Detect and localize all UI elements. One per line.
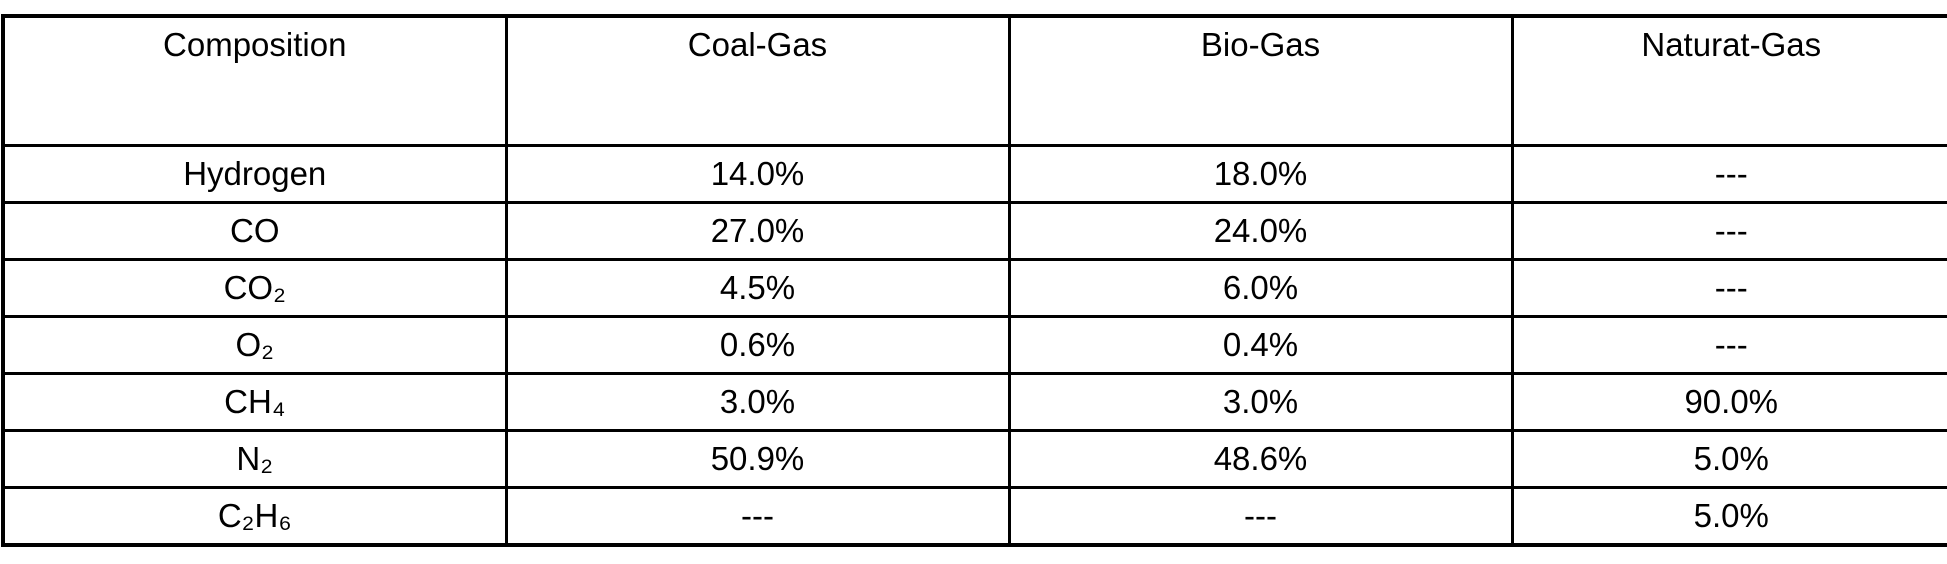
cell-naturat-gas: --- [1510,201,1947,261]
cell-coal-gas: 27.0% [504,201,1011,261]
cell-bio-gas: 48.6% [1007,429,1514,489]
table-row-c2h6: C₂H₆ --- --- 5.0% [1,486,1947,547]
row-label: CO₂ [1,258,508,318]
column-header-coal-gas: Coal-Gas [504,14,1011,147]
cell-coal-gas: 50.9% [504,429,1011,489]
cell-bio-gas: 24.0% [1007,201,1514,261]
table-body: Hydrogen 14.0% 18.0% --- CO 27.0% 24.0% … [1,144,1947,547]
cell-naturat-gas: --- [1510,315,1947,375]
column-header-composition: Composition [1,14,508,147]
row-label: O₂ [1,315,508,375]
cell-naturat-gas: --- [1510,144,1947,204]
gas-composition-table: Composition Coal-Gas Bio-Gas Naturat-Gas… [1,14,1947,547]
cell-bio-gas: 6.0% [1007,258,1514,318]
cell-bio-gas: --- [1007,486,1514,547]
cell-coal-gas: 14.0% [504,144,1011,204]
table-header-row: Composition Coal-Gas Bio-Gas Naturat-Gas [1,14,1947,147]
table-row-hydrogen: Hydrogen 14.0% 18.0% --- [1,144,1947,204]
cell-naturat-gas: 90.0% [1510,372,1947,432]
cell-coal-gas: 0.6% [504,315,1011,375]
cell-bio-gas: 0.4% [1007,315,1514,375]
table-row-ch4: CH₄ 3.0% 3.0% 90.0% [1,372,1947,432]
cell-bio-gas: 18.0% [1007,144,1514,204]
row-label: Hydrogen [1,144,508,204]
row-label: C₂H₆ [1,486,508,547]
cell-coal-gas: --- [504,486,1011,547]
row-label: N₂ [1,429,508,489]
row-label: CO [1,201,508,261]
column-header-bio-gas: Bio-Gas [1007,14,1514,147]
table-row-n2: N₂ 50.9% 48.6% 5.0% [1,429,1947,489]
cell-naturat-gas: --- [1510,258,1947,318]
header-row: Composition Coal-Gas Bio-Gas Naturat-Gas [1,14,1947,147]
cell-naturat-gas: 5.0% [1510,429,1947,489]
table-row-o2: O₂ 0.6% 0.4% --- [1,315,1947,375]
cell-naturat-gas: 5.0% [1510,486,1947,547]
table-row-co: CO 27.0% 24.0% --- [1,201,1947,261]
row-label: CH₄ [1,372,508,432]
cell-coal-gas: 3.0% [504,372,1011,432]
cell-bio-gas: 3.0% [1007,372,1514,432]
table-row-co2: CO₂ 4.5% 6.0% --- [1,258,1947,318]
column-header-naturat-gas: Naturat-Gas [1510,14,1947,147]
cell-coal-gas: 4.5% [504,258,1011,318]
